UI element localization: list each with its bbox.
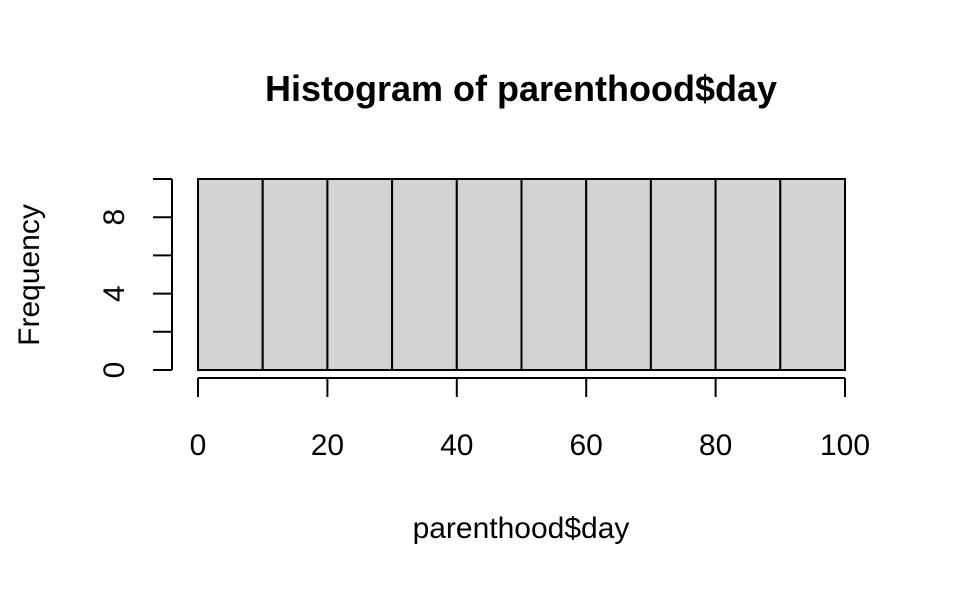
histogram-bar: [585, 178, 652, 371]
histogram-bar: [714, 178, 782, 371]
x-tick-label: 100: [820, 429, 870, 462]
x-tick-label: 60: [570, 429, 603, 462]
x-tick-label: 40: [440, 429, 473, 462]
x-tick-label: 80: [699, 429, 732, 462]
x-axis: 0 20 40 60 80 100: [190, 377, 870, 462]
bars-group: [197, 178, 846, 371]
x-axis-label: parenthood$day: [413, 512, 630, 545]
y-tick-label: 0: [98, 362, 131, 379]
y-tick-label: 8: [98, 209, 131, 226]
y-axis: 0 4 8: [98, 178, 173, 379]
histogram-bar: [649, 178, 717, 371]
y-axis-label: Frequency: [13, 204, 46, 346]
histogram-bar: [391, 178, 458, 371]
histogram-bar: [779, 178, 846, 371]
histogram-bar: [326, 178, 394, 371]
x-tick-label: 20: [311, 429, 344, 462]
histogram-bar: [455, 178, 523, 371]
histogram-bar: [261, 178, 329, 371]
y-tick-label: 4: [98, 285, 131, 302]
chart-title: Histogram of parenthood$day: [265, 68, 777, 109]
histogram-bar: [520, 178, 588, 371]
histogram-bar: [197, 178, 264, 371]
x-tick-label: 0: [190, 429, 207, 462]
